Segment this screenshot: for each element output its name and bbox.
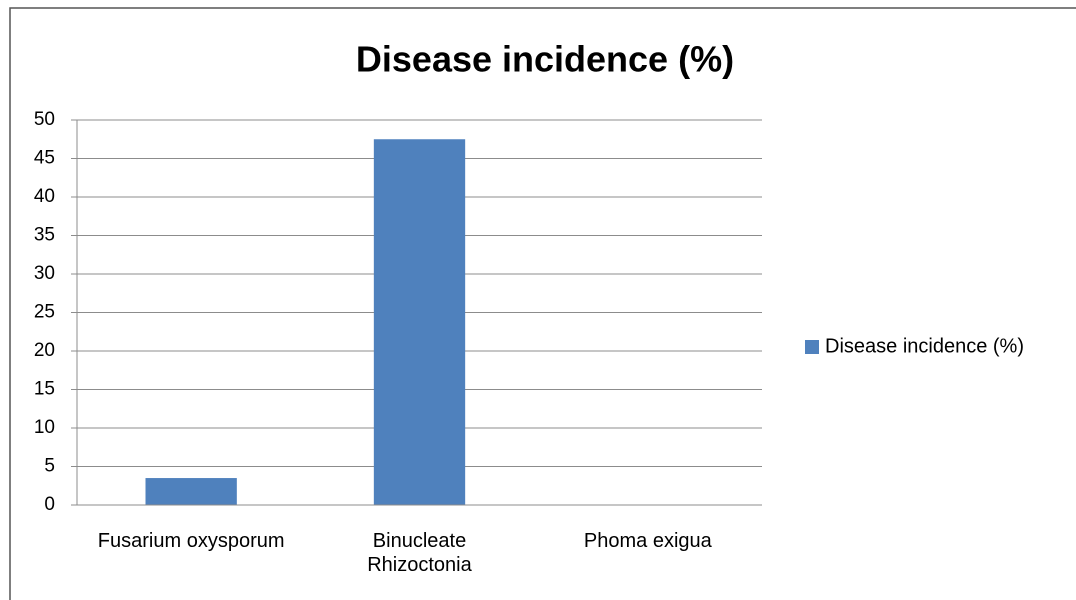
legend-swatch (805, 340, 819, 354)
chart-title: Disease incidence (%) (356, 39, 734, 80)
legend-label: Disease incidence (%) (825, 335, 1024, 357)
y-tick-label: 30 (34, 263, 55, 284)
y-tick-label: 40 (34, 186, 55, 207)
y-tick-label: 0 (44, 494, 55, 515)
y-tick-label: 5 (44, 456, 55, 477)
bar (145, 478, 237, 505)
x-tick-label: Binucleate Rhizoctonia (367, 530, 472, 576)
y-tick-label: 45 (34, 148, 55, 169)
y-tick-label: 20 (34, 340, 55, 361)
y-tick-label: 10 (34, 417, 55, 438)
y-tick-label: 15 (34, 379, 55, 400)
x-tick-label: Phoma exigua (583, 530, 712, 552)
y-tick-label: 50 (34, 109, 55, 130)
y-tick-label: 35 (34, 225, 55, 246)
y-tick-label: 25 (34, 302, 55, 323)
x-tick-label: Fusarium oxysporum (97, 530, 285, 552)
bar (373, 139, 466, 505)
chart-frame (9, 7, 1076, 600)
